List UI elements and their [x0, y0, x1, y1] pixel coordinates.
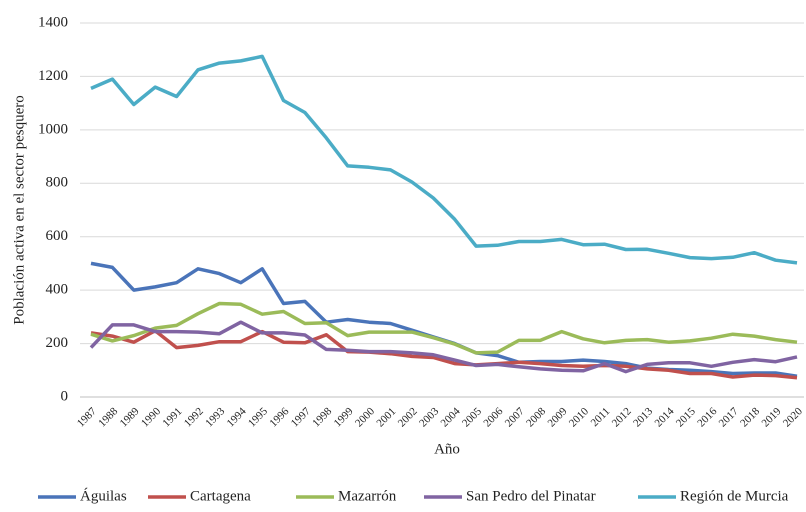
x-tick-label: 2020 [781, 405, 805, 429]
x-tick-label: 2005 [460, 405, 484, 429]
x-tick-label: 2006 [481, 405, 505, 429]
x-tick-label: 2007 [503, 405, 527, 429]
y-tick-label: 1000 [38, 121, 68, 137]
series-line [90, 54, 798, 265]
x-tick-label: 1988 [96, 405, 120, 429]
y-tick-label: 400 [46, 282, 69, 298]
x-tick-label: 1996 [267, 405, 291, 429]
legend-label: Región de Murcia [680, 488, 789, 504]
legend-label: Águilas [80, 487, 127, 504]
x-tick-label: 2017 [717, 405, 741, 429]
x-tick-label: 1998 [310, 405, 334, 429]
y-tick-label: 0 [61, 388, 69, 404]
x-tick-label: 2015 [674, 405, 698, 429]
x-tick-label: 2004 [439, 405, 463, 429]
x-tick-label: 2010 [567, 405, 591, 429]
y-tick-label: 1400 [38, 14, 68, 30]
x-tick-label: 2002 [396, 405, 420, 429]
x-tick-label: 1993 [203, 405, 227, 429]
series-line [89, 320, 798, 374]
y-tick-label: 600 [46, 228, 69, 244]
x-tick-label: 1999 [332, 405, 356, 429]
x-tick-label: 2013 [631, 405, 655, 429]
legend-label: Cartagena [190, 488, 251, 504]
y-axis-title: Población activa en el sector pesquero [11, 95, 27, 325]
x-tick-label: 1991 [160, 405, 184, 429]
y-tick-label: 200 [46, 335, 69, 351]
series-line [90, 328, 798, 380]
x-tick-label: 2000 [353, 405, 377, 429]
legend-label: Mazarrón [338, 488, 397, 504]
x-tick-label: 2001 [374, 405, 398, 429]
y-tick-label: 1200 [38, 68, 68, 84]
x-tick-label: 1987 [75, 405, 99, 429]
x-tick-label: 2016 [695, 405, 719, 429]
x-tick-label: 2012 [610, 405, 634, 429]
x-axis-title: Año [434, 441, 460, 457]
x-tick-label: 2011 [589, 405, 613, 429]
x-tick-label: 1992 [182, 405, 206, 429]
x-tick-label: 2019 [759, 405, 783, 429]
x-tick-label: 2003 [417, 405, 441, 429]
x-tick-label: 2008 [524, 405, 548, 429]
x-tick-label: 2014 [653, 405, 677, 429]
x-tick-label: 1989 [118, 405, 142, 429]
x-tick-label: 1994 [225, 405, 249, 429]
series-line [90, 301, 798, 355]
x-tick-label: 1990 [139, 405, 163, 429]
x-tick-label: 1995 [246, 405, 270, 429]
legend-label: San Pedro del Pinatar [466, 488, 596, 504]
x-tick-label: 1997 [289, 405, 313, 429]
x-tick-label: 2009 [546, 405, 570, 429]
x-tick-label: 2018 [738, 405, 762, 429]
y-tick-label: 800 [46, 175, 69, 191]
